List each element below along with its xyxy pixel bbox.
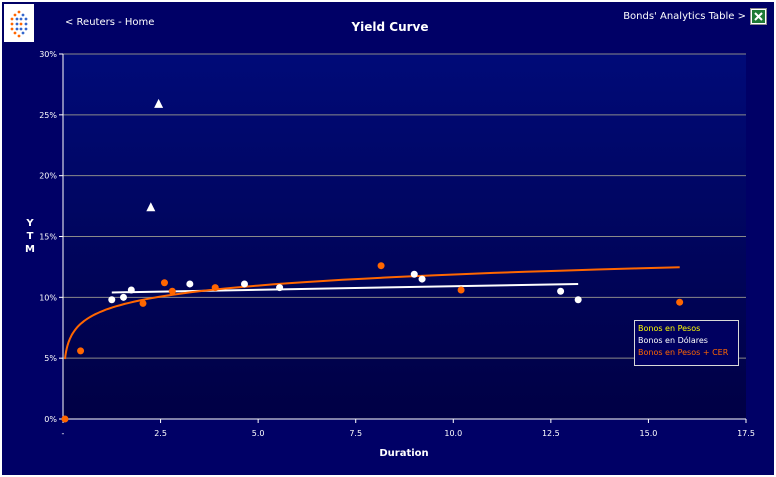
x-tick-label: 15.0 <box>640 429 658 438</box>
data-point <box>276 284 284 292</box>
reuters-logo-icon[interactable] <box>4 4 34 42</box>
back-to-reuters-home-link[interactable]: < Reuters - Home <box>65 17 155 28</box>
y-tick-label: 30% <box>39 50 57 59</box>
trend-line <box>111 282 579 294</box>
trend-line <box>64 266 680 360</box>
data-point <box>119 293 127 301</box>
data-point <box>676 298 684 306</box>
x-tick-label: 7.5 <box>349 429 362 438</box>
y-tick-label: 10% <box>39 293 57 302</box>
legend-entry: Bonos en Pesos + CER <box>638 348 729 357</box>
data-point <box>186 280 194 288</box>
y-axis-label-char: Y <box>25 218 34 229</box>
data-point <box>240 280 248 288</box>
x-tick-label: 2.5 <box>154 429 167 438</box>
chart-legend: Bonos en Pesos Bonos en Dólares Bonos en P… <box>634 320 739 366</box>
y-tick-label: 20% <box>39 172 57 181</box>
x-tick-label: 17.5 <box>737 429 755 438</box>
y-tick-label: 0% <box>44 415 57 424</box>
legend-entry: Bonos en Dólares <box>638 336 708 345</box>
data-point-triangle <box>146 202 156 212</box>
data-point <box>139 299 147 307</box>
x-tick-label: 5.0 <box>252 429 265 438</box>
data-point <box>160 279 168 287</box>
data-point <box>127 286 135 294</box>
data-point <box>108 296 116 304</box>
chart-title: Yield Curve <box>351 20 429 34</box>
data-point <box>377 262 385 270</box>
data-point-triangle <box>154 98 164 108</box>
data-point <box>61 415 69 423</box>
data-point <box>574 296 582 304</box>
y-tick-label: 15% <box>39 233 57 242</box>
data-point <box>418 275 426 283</box>
bonds-analytics-table-link[interactable]: Bonds' Analytics Table > <box>623 11 746 22</box>
data-point <box>168 287 176 295</box>
axes: 0% 5% 10% 15% 20% 25% 30% - 2.5 5.0 7.5 10.0 12.5 15.… <box>39 50 755 438</box>
grid-lines <box>63 53 746 359</box>
x-axis-label: Duration <box>379 448 428 459</box>
x-tick-label: 10.0 <box>444 429 462 438</box>
y-axis-label-char: T <box>27 231 34 242</box>
legend-entry: Bonos en Pesos <box>638 324 701 333</box>
data-point <box>557 287 565 295</box>
data-point <box>211 284 219 292</box>
y-tick-label: 5% <box>44 354 57 363</box>
data-point <box>77 347 85 355</box>
y-tick-label: 25% <box>39 111 57 120</box>
excel-icon[interactable] <box>750 8 767 25</box>
y-axis-label-char: M <box>25 244 35 255</box>
data-points <box>61 98 684 423</box>
y-axis-label: YTM <box>25 218 35 255</box>
data-point <box>457 286 465 294</box>
data-point <box>410 270 418 278</box>
x-tick-label: - <box>62 429 65 438</box>
trend-lines <box>64 266 680 360</box>
x-tick-label: 12.5 <box>542 429 560 438</box>
